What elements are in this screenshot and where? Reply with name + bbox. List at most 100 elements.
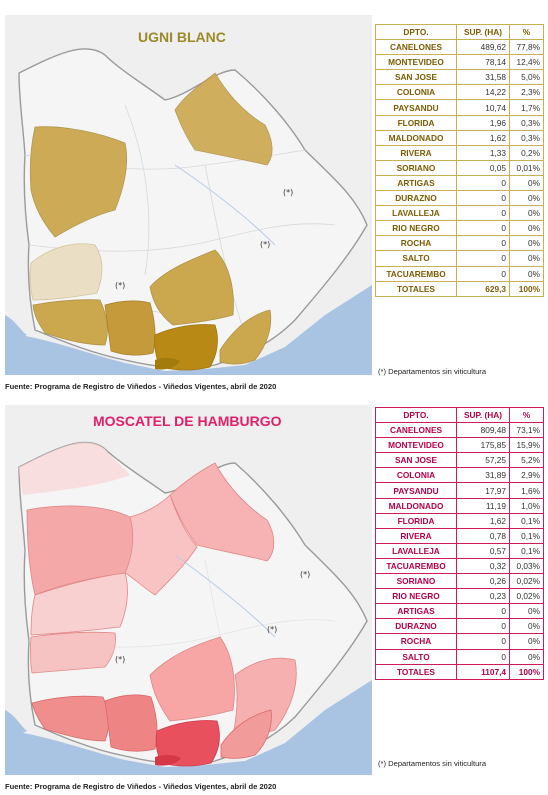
table-row: DURAZNO 0 0% xyxy=(375,618,544,635)
percent-cell: 0% xyxy=(509,265,544,282)
totals-percent: 100% xyxy=(509,663,544,680)
dept-name-cell: FLORIDA xyxy=(375,114,457,131)
dept-name-cell: SALTO xyxy=(375,648,457,665)
totals-surface: 629,3 xyxy=(456,280,510,297)
dept-name-cell: TACUAREMBO xyxy=(375,265,457,282)
dept-name-cell: RIO NEGRO xyxy=(375,220,457,237)
percent-cell: 0,1% xyxy=(509,542,544,559)
table-row: CANELONES 489,62 77,8% xyxy=(375,39,544,56)
table-row: COLONIA 31,89 2,9% xyxy=(375,467,544,484)
dept-montevideo xyxy=(155,357,180,370)
surface-cell: 0 xyxy=(456,174,510,192)
surface-cell: 0,23 xyxy=(456,588,510,605)
dept-name-cell: MONTEVIDEO xyxy=(375,437,457,454)
dept-soriano xyxy=(29,631,116,674)
percent-cell: 1,7% xyxy=(509,99,544,116)
dept-rivera xyxy=(169,462,275,562)
column-header-ha: SUP. (HA) xyxy=(456,406,510,424)
surface-cell: 0 xyxy=(456,250,510,267)
dept-florida xyxy=(149,249,234,326)
percent-cell: 0% xyxy=(509,235,544,252)
dept-name-cell: PAYSANDU xyxy=(375,99,457,116)
moscatel-table-body: CANELONES 809,48 73,1% MONTEVIDEO 175,85 15,9… xyxy=(375,422,544,680)
totals-percent: 100% xyxy=(509,280,544,297)
surface-cell: 1,62 xyxy=(456,512,510,529)
dept-name-cell: DURAZNO xyxy=(375,190,457,207)
dept-name-cell: RIO NEGRO xyxy=(375,588,457,605)
table-row: ROCHA 0 0% xyxy=(375,633,544,650)
dept-maldonado xyxy=(220,709,272,759)
dept-name-cell: LAVALLEJA xyxy=(375,205,457,222)
surface-cell: 31,58 xyxy=(456,69,510,86)
moscatel-table: DPTO. SUP. (HA) % CANELONES 809,48 73,1% MO… xyxy=(375,406,544,680)
table-row: SORIANO 0,26 0,02% xyxy=(375,573,544,590)
dept-name-cell: RIVERA xyxy=(375,144,457,161)
percent-cell: 0,3% xyxy=(509,129,544,146)
surface-cell: 11,19 xyxy=(456,497,510,514)
dept-san-jose xyxy=(104,300,156,356)
surface-cell: 0 xyxy=(456,190,510,207)
dept-soriano xyxy=(29,243,103,301)
table-row: MONTEVIDEO 175,85 15,9% xyxy=(375,437,544,454)
percent-cell: 0% xyxy=(509,633,544,650)
dept-name-cell: FLORIDA xyxy=(375,512,457,529)
column-header-dept: DPTO. xyxy=(375,23,457,41)
dept-maldonado xyxy=(219,309,272,365)
table-row: TACUAREMBO 0,32 0,03% xyxy=(375,557,544,575)
percent-cell: 0,01% xyxy=(509,159,544,176)
surface-cell: 0,05 xyxy=(456,159,510,176)
no-viticulture-marker: (*) xyxy=(115,655,126,664)
dept-name-cell: RIVERA xyxy=(375,527,457,544)
dept-name-cell: SORIANO xyxy=(375,573,457,590)
dept-colonia xyxy=(32,299,108,346)
percent-cell: 2,9% xyxy=(509,467,544,484)
dept-montevideo xyxy=(155,754,181,766)
table-row: ARTIGAS 0 0% xyxy=(375,174,544,192)
no-viticulture-marker: (*) xyxy=(260,240,271,249)
surface-cell: 31,89 xyxy=(456,467,510,484)
dept-name-cell: TACUAREMBO xyxy=(375,557,457,575)
surface-cell: 0 xyxy=(456,618,510,635)
surface-cell: 1,33 xyxy=(456,144,510,161)
totals-label: TOTALES xyxy=(375,280,457,297)
surface-cell: 57,25 xyxy=(456,452,510,469)
surface-cell: 809,48 xyxy=(456,422,510,439)
surface-cell: 0 xyxy=(456,235,510,252)
ugni-blanc-map: UGNI BLANC (*) (*) (*) xyxy=(5,15,372,375)
totals-row: TOTALES 1107,4 100% xyxy=(375,663,544,680)
dept-name-cell: MALDONADO xyxy=(375,497,457,514)
surface-cell: 14,22 xyxy=(456,84,510,101)
percent-cell: 0% xyxy=(509,648,544,665)
percent-cell: 15,9% xyxy=(509,437,544,454)
table-row: SORIANO 0,05 0,01% xyxy=(375,159,544,176)
dept-name-cell: PAYSANDU xyxy=(375,482,457,499)
dept-canelones xyxy=(155,720,220,767)
moscatel-map-title: MOSCATEL DE HAMBURGO xyxy=(93,413,282,429)
dept-name-cell: ARTIGAS xyxy=(375,603,457,620)
percent-cell: 12,4% xyxy=(509,54,544,71)
percent-cell: 0% xyxy=(509,220,544,237)
dept-florida xyxy=(149,636,235,722)
dept-name-cell: SAN JOSE xyxy=(375,452,457,469)
percent-cell: 0,1% xyxy=(509,512,544,529)
table-row: LAVALLEJA 0 0% xyxy=(375,205,544,222)
table-row: PAYSANDU 10,74 1,7% xyxy=(375,99,544,116)
dept-lavalleja xyxy=(232,657,297,737)
table-row: SAN JOSE 57,25 5,2% xyxy=(375,452,544,469)
table-row: ARTIGAS 0 0% xyxy=(375,603,544,620)
dept-name-cell: SALTO xyxy=(375,250,457,267)
dept-name-cell: CANELONES xyxy=(375,422,457,439)
table-row: COLONIA 14,22 2,3% xyxy=(375,84,544,101)
dept-rio-negro xyxy=(30,572,128,636)
dept-name-cell: ROCHA xyxy=(375,633,457,650)
percent-cell: 0% xyxy=(509,190,544,207)
dept-name-cell: DURAZNO xyxy=(375,618,457,635)
table-row: MONTEVIDEO 78,14 12,4% xyxy=(375,54,544,71)
no-viticulture-marker: (*) xyxy=(115,281,126,290)
table-row: FLORIDA 1,96 0,3% xyxy=(375,114,544,131)
no-viticulture-marker: (*) xyxy=(300,570,311,579)
dept-tacuarembo xyxy=(124,494,198,596)
dept-name-cell: COLONIA xyxy=(375,84,457,101)
dept-paysandu xyxy=(29,126,128,238)
moscatel-map: MOSCATEL DE HAMBURGO (*) (*) (*) xyxy=(5,405,372,775)
